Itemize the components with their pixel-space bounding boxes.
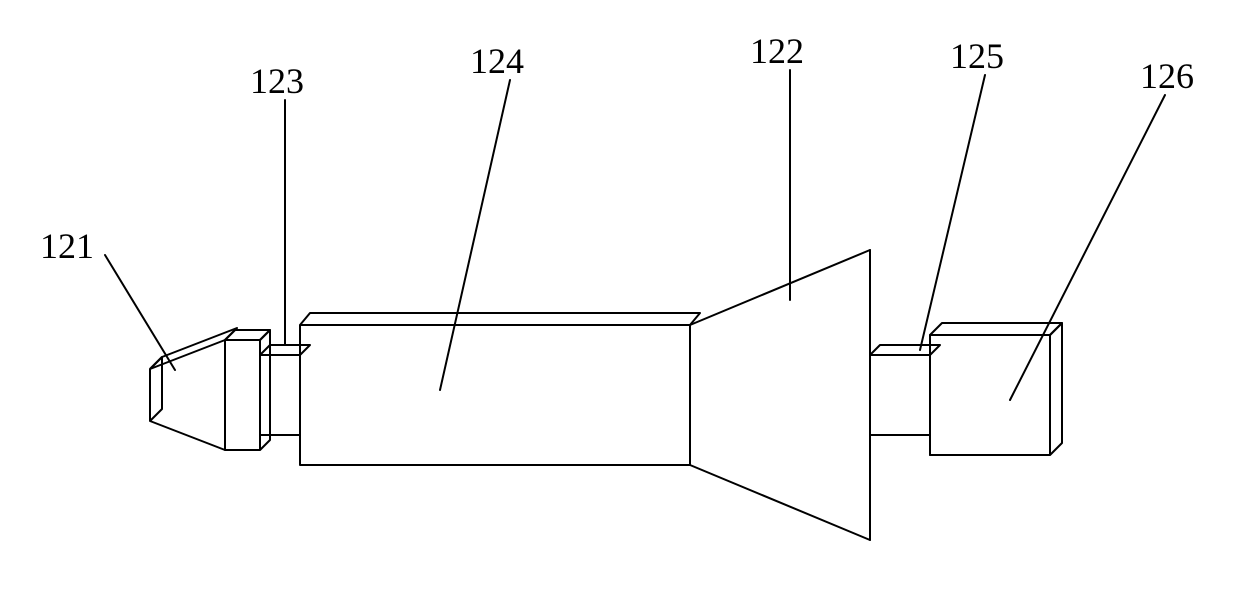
technical-drawing [0,0,1239,602]
